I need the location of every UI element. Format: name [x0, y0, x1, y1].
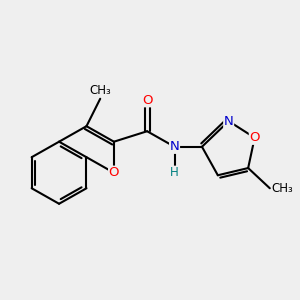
Text: H: H — [170, 166, 179, 179]
Text: CH₃: CH₃ — [272, 182, 293, 195]
Text: O: O — [142, 94, 152, 107]
Text: CH₃: CH₃ — [89, 84, 111, 97]
Text: O: O — [249, 131, 260, 144]
Text: O: O — [109, 166, 119, 179]
Text: N: N — [170, 140, 179, 153]
Text: N: N — [224, 115, 233, 128]
